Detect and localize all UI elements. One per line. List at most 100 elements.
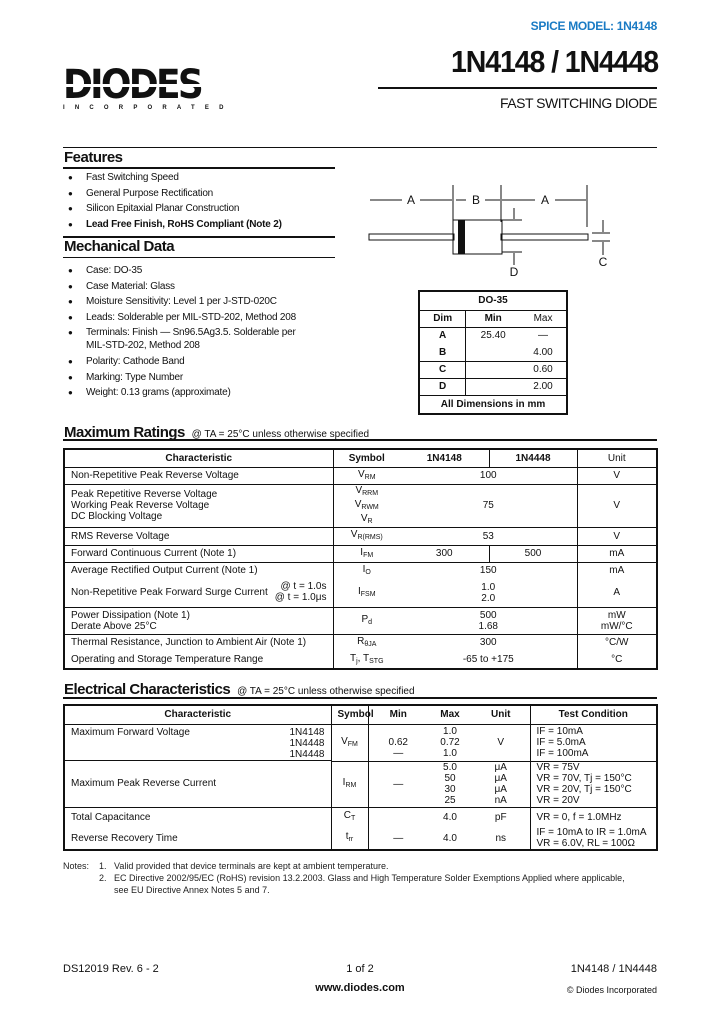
max-header: Max [520, 310, 567, 328]
header-1n4448: 1N4448 [488, 449, 577, 468]
symbol-subscript: RRM [362, 489, 379, 497]
dim-row: B 4.00 [419, 344, 567, 362]
do35-outline-diagram: A B A C D [368, 185, 610, 279]
symbol: trr [338, 831, 362, 845]
max-cell: 1.0 0.72 1.0 [428, 724, 472, 762]
table-row: Maximum Forward Voltage 1N4148 1N4448 1N4… [64, 724, 657, 762]
symbol-part: CT [343, 810, 356, 823]
characteristic-cell: RMS Reverse Voltage [64, 527, 333, 546]
characteristic-cell: Forward Continuous Current (Note 1) [64, 545, 333, 563]
min-cell: — [367, 827, 428, 851]
symbol-cell: IRM [330, 761, 368, 808]
symbol-cell: VFM [330, 724, 368, 762]
unit-cell: A [576, 579, 657, 608]
doc-id: DS12019 Rev. 6 - 2 [63, 963, 159, 975]
max-ratings-condition: @ TA = 25°C unless otherwise specified [191, 429, 370, 440]
header-unit: Unit [576, 449, 657, 468]
title-divider [378, 87, 657, 89]
symbol: VFM [338, 736, 362, 750]
bullet-icon: ● [68, 356, 73, 366]
characteristic-text: Non-Repetitive Peak Forward Surge Curren… [71, 587, 268, 599]
symbol-part: trr [345, 831, 354, 843]
test-condition-cell: VR = 0, f = 1.0MHz [529, 807, 657, 827]
symbol: IFSM [340, 586, 395, 600]
unit-cell: pF [494, 811, 507, 823]
footer-part-number: 1N4148 / 1N4448 [570, 963, 657, 975]
symbol-subscript: FSM [360, 590, 376, 598]
mechanical-heading: Mechanical Data [64, 238, 175, 255]
condition-text: @ t = 1.0s @ t = 1.0μs [274, 581, 327, 603]
header-test-condition: Test Condition [529, 705, 657, 725]
symbol-subscript: d [368, 618, 373, 626]
electrical-condition: @ TA = 25°C unless otherwise specified [237, 686, 415, 697]
table-row: Total Capacitance CT 4.0 pF VR = 0, f = 1.0M… [64, 807, 657, 827]
header-1n4148: 1N4148 [400, 449, 489, 468]
characteristic-cell: Reverse Recovery Time [64, 827, 331, 851]
unit-cell: mA [576, 545, 657, 563]
symbol-subscript: RM [364, 473, 376, 481]
divider [63, 439, 657, 441]
mechanical-text: Moisture Sensitivity: Level 1 per J-STD-… [86, 296, 277, 308]
test-condition-cell: IF = 10mA IF = 5.0mA IF = 100mA [529, 724, 657, 762]
symbol-cell: VRM [332, 467, 400, 485]
table-row: Forward Continuous Current (Note 1) IFM 30… [64, 545, 657, 563]
test-condition-cell: VR = 75V VR = 70V, Tj = 150°C VR = 20V, … [529, 761, 657, 808]
mechanical-text: Case Material: Glass [86, 280, 175, 292]
max-cell: 0.60 [520, 361, 567, 379]
feature-item: ● Silicon Epitaxial Planar Construction [64, 202, 344, 215]
dim-row: A 25.40 — [419, 327, 567, 344]
mechanical-text: Marking: Type Number [86, 371, 183, 383]
website-link[interactable]: www.diodes.com [315, 982, 405, 994]
dim-row: D 2.00 [419, 378, 567, 396]
symbol-part: IRM [342, 777, 357, 789]
symbol-subscript: FM [363, 551, 374, 559]
max-cell: 5.0 50 30 25 [428, 761, 472, 808]
feature-item: ● Lead Free Finish, RoHS Compliant (Note … [64, 218, 344, 231]
symbol-cell: Pd [332, 607, 400, 635]
bullet-icon: ● [68, 204, 73, 214]
symbol-subscript: θJA [364, 640, 377, 648]
bullet-icon: ● [68, 266, 73, 275]
symbol-cell: IFSM [332, 579, 400, 608]
symbol-cell: Tj, TSTG [332, 651, 400, 670]
features-list: ● Fast Switching Speed ● General Purpose Re… [64, 171, 344, 233]
symbol-part: VRM [357, 468, 376, 481]
symbol: IFM [340, 547, 395, 561]
mechanical-text: Polarity: Cathode Band [86, 355, 185, 367]
mechanical-text: Terminals: Finish — Sn96.5Ag3.5. Soldera… [86, 327, 296, 352]
bullet-icon: ● [68, 173, 73, 182]
cathode-band [458, 220, 465, 254]
header-characteristic: Characteristic [64, 705, 331, 725]
divider [63, 236, 335, 238]
characteristic-cell: Power Dissipation (Note 1) Derate Above … [64, 607, 333, 635]
unit-cell: V [472, 724, 530, 762]
symbol-subscript: FM [347, 740, 358, 748]
min-cell [465, 361, 521, 379]
table-row: Non-Repetitive Peak Forward Surge Curren… [64, 579, 657, 608]
dim-table-footer: All Dimensions in mm [440, 398, 546, 410]
min-cell [465, 378, 521, 396]
bullet-icon: ● [68, 297, 73, 307]
header-symbol: Symbol [330, 705, 374, 725]
dim-label-b: B [472, 193, 480, 207]
table-row: RMS Reverse Voltage VR(RMS) 53 V [64, 527, 657, 546]
mechanical-item: ● Moisture Sensitivity: Level 1 per J-STD… [64, 295, 344, 308]
copyright: © Diodes Incorporated [566, 985, 657, 995]
dim-row: C 0.60 [419, 361, 567, 379]
symbol-part: VR [360, 512, 373, 525]
symbol: VRM [340, 469, 395, 483]
dim-label-d: D [510, 265, 519, 279]
test-condition-cell: IF = 10mA to IR = 1.0mA VR = 6.0V, RL = … [529, 827, 657, 851]
dim-header: Dim [419, 310, 466, 328]
symbol-part: IFM [360, 546, 374, 559]
unit-cell: mA [576, 562, 657, 579]
symbol: Pd [340, 614, 395, 628]
dim-table-title: DO-35 [419, 291, 567, 311]
symbol: VRRM VRWM VR [340, 485, 395, 527]
max-cell: 4.00 [520, 344, 567, 362]
table-row: Non-Repetitive Peak Reverse Voltage VRM 10… [64, 467, 657, 485]
characteristic-text: Maximum Forward Voltage [71, 726, 190, 738]
electrical-heading: Electrical Characteristics [64, 681, 231, 698]
value-cell: 75 [400, 484, 577, 528]
mechanical-item: ● Marking: Type Number [64, 371, 344, 384]
